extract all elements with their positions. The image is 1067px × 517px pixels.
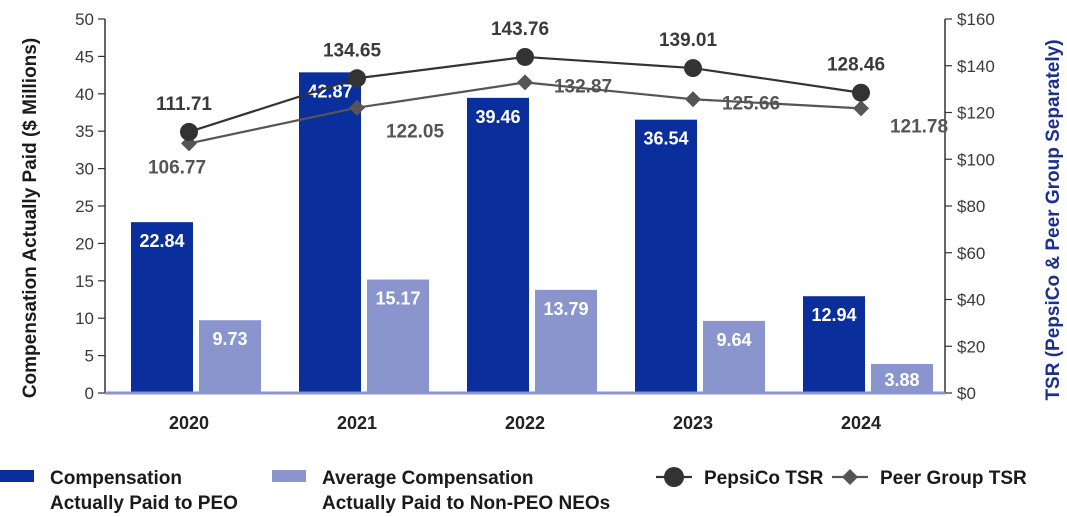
peo-bar-value-label: 22.84: [139, 231, 184, 251]
peer-group-tsr-value-label: 125.66: [722, 93, 780, 114]
pepsico-tsr-value-label: 139.01: [659, 30, 718, 51]
neo-bar: [871, 363, 933, 393]
right-axis-tick-label: $20: [957, 337, 985, 356]
right-axis-tick-label: $60: [957, 244, 985, 263]
peer-group-tsr-marker: [349, 99, 365, 116]
left-axis-tick-label: 50: [75, 10, 94, 29]
pepsico-tsr-marker: [348, 69, 366, 88]
legend-label: Average Compensation: [322, 468, 534, 489]
neo-bar-value-label: 9.64: [716, 330, 751, 350]
peer-group-tsr-marker: [517, 74, 533, 91]
left-axis-tick-label: 20: [75, 234, 94, 253]
peo-bar: [635, 119, 697, 394]
left-axis-tick-label: 40: [75, 85, 94, 104]
peer-group-tsr-value-label: 121.78: [890, 116, 948, 137]
peo-bar-value-label: 12.94: [811, 305, 856, 325]
right-axis-tick-label: $80: [957, 197, 985, 216]
neo-bar-value-label: 9.73: [212, 329, 247, 349]
neo-bar: [199, 320, 261, 393]
pepsico-tsr-marker: [852, 83, 870, 102]
peer-group-tsr-value-label: 132.87: [554, 76, 612, 97]
pepsico-tsr-value-label: 111.71: [156, 94, 212, 115]
peo-bar-value-label: 36.54: [643, 129, 688, 149]
legend-marker-pepsico: [664, 467, 684, 487]
neo-bar: [367, 279, 429, 393]
pepsico-tsr-value-label: 134.65: [323, 40, 382, 61]
neo-bar-value-label: 13.79: [543, 299, 588, 319]
x-axis-category-label: 2021: [337, 413, 377, 433]
x-axis-category-label: 2020: [169, 413, 209, 433]
neo-bar: [703, 320, 765, 393]
right-axis-tick-label: $0: [957, 384, 976, 403]
right-axis-title: TSR (PepsiCo & Peer Group Separately): [1043, 39, 1064, 400]
peo-bar: [299, 72, 361, 393]
legend-label: Actually Paid to Non-PEO NEOs: [322, 493, 610, 514]
pepsico-tsr-value-label: 143.76: [491, 19, 549, 40]
left-axis-tick-label: 45: [75, 47, 94, 66]
left-axis-tick-label: 5: [85, 347, 94, 366]
peo-bar-value-label: 39.46: [475, 107, 520, 127]
pepsico-tsr-marker: [516, 47, 534, 66]
pepsico-tsr-marker: [180, 122, 198, 141]
neo-bar-value-label: 3.88: [884, 370, 919, 390]
left-axis-tick-label: 0: [85, 384, 94, 403]
legend-marker-peer: [842, 469, 858, 485]
left-axis-tick-label: 35: [75, 122, 94, 141]
left-axis-title: Compensation Actually Paid ($ Millions): [20, 38, 41, 398]
legend-label: PepsiCo TSR: [704, 468, 824, 489]
peer-group-tsr-value-label: 106.77: [148, 157, 206, 178]
peo-bar-value-label: 42.87: [307, 81, 352, 101]
left-axis-tick-label: 30: [75, 160, 94, 179]
peo-bar: [467, 97, 529, 393]
x-axis-category-label: 2022: [505, 413, 545, 433]
pepsico-tsr-value-label: 128.46: [827, 55, 885, 76]
peer-group-tsr-value-label: 122.05: [386, 122, 445, 143]
pepsico-tsr-marker: [684, 59, 702, 78]
neo-bar: [535, 289, 597, 393]
neo-bar-value-label: 15.17: [375, 289, 420, 309]
left-axis-tick-label: 25: [75, 197, 94, 216]
x-axis-category-label: 2023: [673, 413, 713, 433]
left-axis-tick-label: 15: [75, 272, 94, 291]
right-axis-tick-label: $40: [957, 291, 985, 310]
x-axis-category-label: 2024: [841, 413, 881, 433]
peo-bar: [131, 222, 193, 393]
right-axis-tick-label: $160: [957, 10, 995, 29]
legend-label: Actually Paid to PEO: [50, 493, 238, 514]
legend-label: Peer Group TSR: [880, 468, 1027, 489]
peo-bar: [803, 296, 865, 393]
left-axis-tick-label: 10: [75, 309, 94, 328]
right-axis-tick-label: $120: [957, 104, 995, 123]
peer-group-tsr-marker: [685, 91, 701, 108]
legend-label: Compensation: [50, 468, 182, 489]
peer-group-tsr-marker: [853, 100, 869, 117]
right-axis-tick-label: $140: [957, 57, 995, 76]
legend-swatch-peo: [0, 470, 34, 482]
right-axis-tick-label: $100: [957, 150, 995, 169]
legend-swatch-neo: [272, 470, 306, 482]
